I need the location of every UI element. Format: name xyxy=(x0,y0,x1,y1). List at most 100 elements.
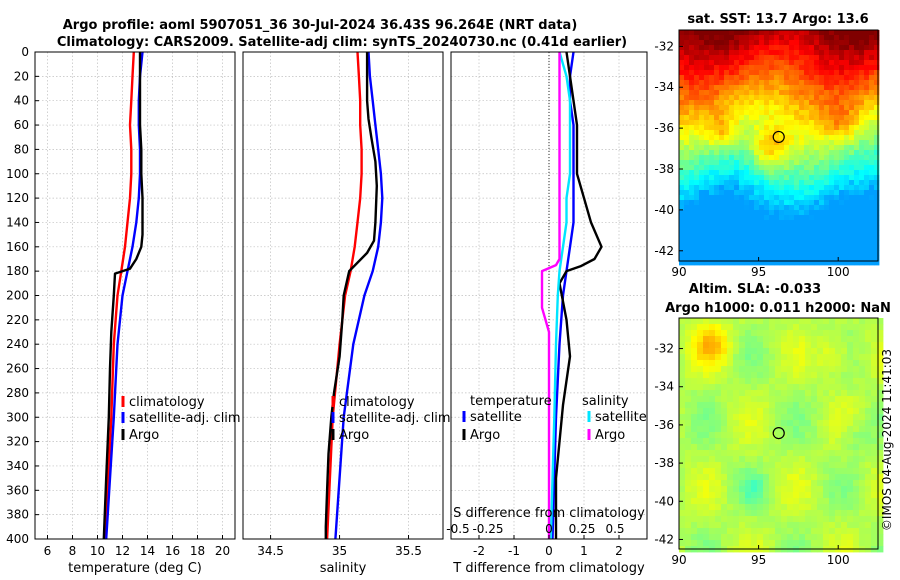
map-cell xyxy=(715,372,722,379)
map-cell xyxy=(819,35,825,41)
map-cell xyxy=(684,45,690,51)
map-cell xyxy=(823,540,830,547)
map-cell xyxy=(844,90,850,96)
map-cell xyxy=(764,250,770,256)
map-cell xyxy=(763,492,770,499)
map-cell xyxy=(749,185,755,191)
map-cell xyxy=(721,462,728,469)
map-cell xyxy=(854,130,860,136)
map-cell xyxy=(697,420,704,427)
map-cell xyxy=(691,504,698,511)
map-cell xyxy=(859,528,866,535)
map-cell xyxy=(745,522,752,529)
map-cell xyxy=(849,140,855,146)
map-cell xyxy=(685,444,692,451)
map-cell xyxy=(829,390,836,397)
x-tick-label: 95 xyxy=(751,553,766,567)
map-cell xyxy=(871,528,878,535)
map-cell xyxy=(804,80,810,86)
map-cell xyxy=(787,438,794,445)
map-cell xyxy=(685,360,692,367)
map-cell xyxy=(709,105,715,111)
map-cell xyxy=(819,60,825,66)
map-cell xyxy=(704,165,710,171)
map-cell xyxy=(759,200,765,206)
map-cell xyxy=(724,205,730,211)
map-cell xyxy=(699,75,705,81)
map-cell xyxy=(699,210,705,216)
map-cell xyxy=(699,205,705,211)
x-tick-label: 35 xyxy=(332,544,347,558)
map-cell xyxy=(824,75,830,81)
map-cell xyxy=(703,384,710,391)
map-cell xyxy=(724,75,730,81)
map-cell xyxy=(733,408,740,415)
map-cell xyxy=(691,360,698,367)
map-cell xyxy=(729,235,735,241)
map-cell xyxy=(739,85,745,91)
map-cell xyxy=(784,40,790,46)
map-cell xyxy=(754,75,760,81)
map-cell xyxy=(814,130,820,136)
map-cell xyxy=(754,155,760,161)
map-cell xyxy=(849,120,855,126)
map-cell xyxy=(694,260,700,266)
map-cell xyxy=(847,408,854,415)
map-cell xyxy=(864,120,870,126)
map-cell xyxy=(865,480,872,487)
map-cell xyxy=(869,40,875,46)
map-cell xyxy=(874,85,880,91)
map-cell xyxy=(757,360,764,367)
map-cell xyxy=(859,366,866,373)
map-cell xyxy=(787,444,794,451)
map-cell xyxy=(789,220,795,226)
map-cell xyxy=(715,480,722,487)
map-cell xyxy=(859,510,866,517)
map-cell xyxy=(829,498,836,505)
map-cell xyxy=(745,450,752,457)
map-cell xyxy=(824,225,830,231)
map-cell xyxy=(685,462,692,469)
map-cell xyxy=(864,130,870,136)
map-cell xyxy=(685,438,692,445)
map-cell xyxy=(739,456,746,463)
map-cell xyxy=(853,474,860,481)
map-cell xyxy=(691,516,698,523)
map-cell xyxy=(809,260,815,266)
map-cell xyxy=(727,486,734,493)
map-cell xyxy=(871,378,878,385)
map-cell xyxy=(789,185,795,191)
map-cell xyxy=(721,330,728,337)
map-cell xyxy=(793,408,800,415)
series-argo xyxy=(102,52,144,540)
map-cell xyxy=(727,522,734,529)
map-cell xyxy=(814,135,820,141)
map-cell xyxy=(719,110,725,116)
map-cell xyxy=(724,215,730,221)
map-cell xyxy=(854,85,860,91)
map-cell xyxy=(784,245,790,251)
map-cell xyxy=(679,330,686,337)
map-cell xyxy=(715,354,722,361)
map-cell xyxy=(789,130,795,136)
map-cell xyxy=(764,75,770,81)
map-cell xyxy=(751,462,758,469)
map-cell xyxy=(775,468,782,475)
map-cell xyxy=(775,528,782,535)
map-cell xyxy=(811,486,818,493)
map-cell xyxy=(697,444,704,451)
salinity-frame xyxy=(242,51,444,540)
map-cell xyxy=(715,534,722,541)
map-cell xyxy=(769,210,775,216)
map-cell xyxy=(839,65,845,71)
map-cell xyxy=(829,80,835,86)
map-cell xyxy=(859,372,866,379)
map-cell xyxy=(715,450,722,457)
map-cell xyxy=(823,390,830,397)
y-tick-label: 160 xyxy=(6,240,29,254)
map-cell xyxy=(835,468,842,475)
map-cell xyxy=(745,510,752,517)
map-cell xyxy=(787,396,794,403)
map-cell xyxy=(839,155,845,161)
map-cell xyxy=(764,245,770,251)
